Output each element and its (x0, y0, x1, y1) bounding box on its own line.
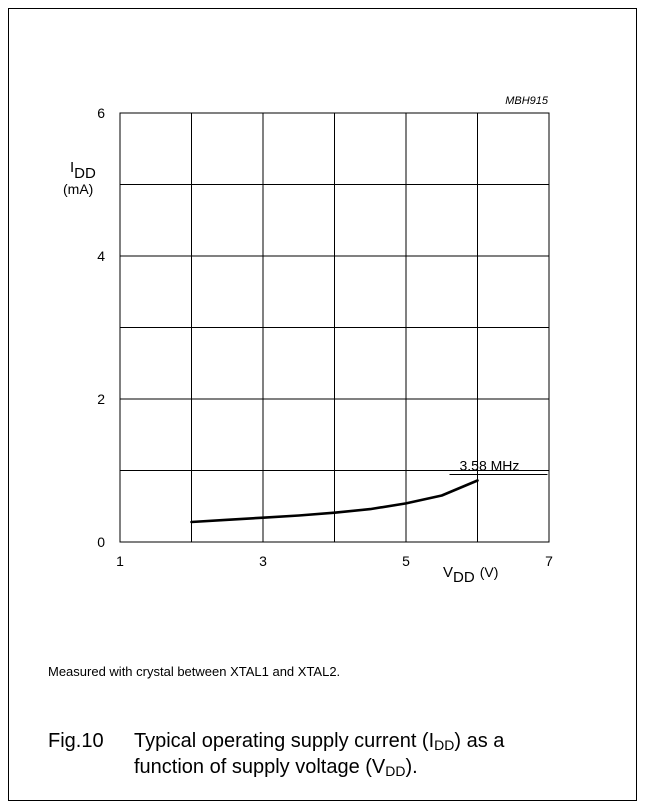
x-tick-labels: 1 3 5 7 (116, 553, 553, 569)
y-tick-label: 6 (97, 105, 105, 121)
caption-line2: function of supply voltage (VDD). (134, 756, 418, 779)
x-tick-label: 3 (259, 553, 267, 569)
measurement-note: Measured with crystal between XTAL1 and … (48, 664, 341, 679)
y-tick-label: 2 (97, 391, 105, 407)
caption-text: Typical operating supply current (IDD) a… (134, 728, 554, 780)
x-tick-label: 1 (116, 553, 124, 569)
x-axis-label-sub: DD (453, 569, 475, 586)
x-tick-label: 7 (545, 553, 553, 569)
series-label: 3.58 MHz (460, 458, 520, 474)
y-axis-label-main: I (70, 159, 74, 176)
plot-area (119, 112, 550, 543)
series-label-group: 3.58 MHz (449, 458, 548, 476)
chart-grid (120, 113, 549, 542)
y-tick-label: 4 (97, 248, 105, 264)
figure-frame (8, 8, 637, 801)
figure-number: Fig.10 (48, 730, 104, 752)
y-axis-label-sub: DD (74, 165, 96, 182)
x-axis-label-unit: (V) (480, 564, 499, 580)
caption-line1: Typical operating supply current (IDD) a… (134, 730, 505, 753)
y-tick-labels: 0 2 4 6 (97, 105, 105, 550)
chart-id-label: MBH915 (505, 95, 549, 107)
x-axis-label: VDD (V) (443, 564, 498, 586)
x-axis-label-main: V (443, 564, 453, 581)
series-line-3.58-mhz (190, 479, 479, 524)
y-axis-unit: (mA) (63, 181, 93, 197)
y-axis-label: IDD (70, 159, 96, 182)
y-tick-label: 0 (97, 534, 105, 550)
x-tick-label: 5 (402, 553, 410, 569)
